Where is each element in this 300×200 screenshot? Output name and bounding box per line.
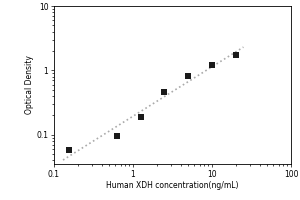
Y-axis label: Optical Density: Optical Density bbox=[25, 56, 34, 114]
X-axis label: Human XDH concentration(ng/mL): Human XDH concentration(ng/mL) bbox=[106, 181, 239, 190]
